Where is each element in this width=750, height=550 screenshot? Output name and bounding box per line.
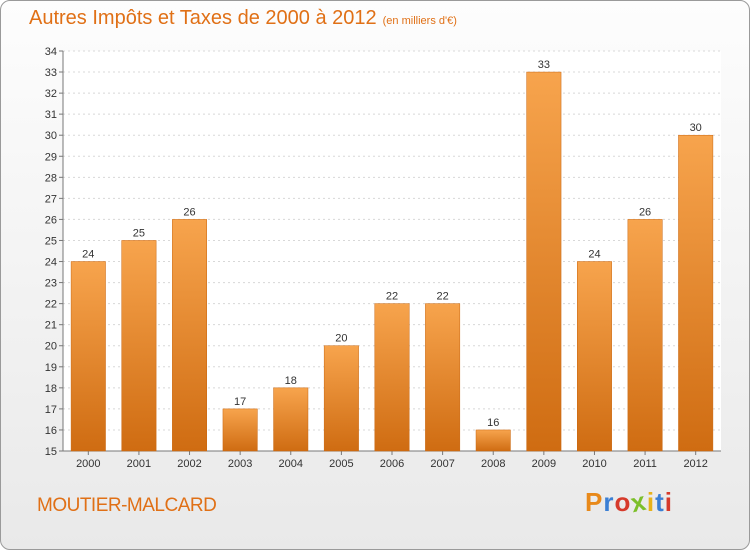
y-tick-label: 31 — [45, 109, 57, 121]
x-tick-label-2001: 2001 — [127, 458, 151, 470]
data-label-2000: 24 — [82, 249, 94, 261]
bars — [70, 71, 714, 452]
data-label-2012: 30 — [690, 122, 702, 134]
bar-2005 — [323, 345, 359, 452]
logo-letter: t — [655, 487, 665, 517]
logo-letter: i — [664, 487, 673, 517]
logo-letter: P — [585, 487, 604, 517]
x-tick-label-2009: 2009 — [532, 458, 556, 470]
y-tick-label: 34 — [45, 46, 57, 58]
x-tick-label-2010: 2010 — [582, 458, 606, 470]
y-tick-label: 33 — [45, 67, 57, 79]
y-tick-label: 21 — [45, 320, 57, 332]
x-tick-label-2004: 2004 — [279, 458, 303, 470]
y-tick-label: 24 — [45, 257, 57, 269]
data-label-2007: 22 — [436, 291, 448, 303]
y-tick-label: 17 — [45, 404, 57, 416]
data-label-2010: 24 — [588, 249, 600, 261]
bar-2007 — [425, 303, 461, 452]
y-tick-label: 29 — [45, 151, 57, 163]
logo-letter: r — [603, 487, 615, 517]
data-label-2008: 16 — [487, 417, 499, 429]
y-tick-label: 26 — [45, 214, 57, 226]
bar-2008 — [475, 429, 511, 452]
data-label-2009: 33 — [538, 59, 550, 71]
x-tick-label-2003: 2003 — [228, 458, 252, 470]
y-tick-label: 30 — [45, 130, 57, 142]
x-tick-label-2002: 2002 — [177, 458, 201, 470]
data-label-2004: 18 — [285, 375, 297, 387]
data-label-2011: 26 — [639, 206, 651, 218]
x-tick-label-2000: 2000 — [76, 458, 100, 470]
y-tick-label: 27 — [45, 193, 57, 205]
data-label-2005: 20 — [335, 333, 347, 345]
x-tick-label-2008: 2008 — [481, 458, 505, 470]
y-tick-label: 15 — [45, 446, 57, 458]
x-tick-label-2005: 2005 — [329, 458, 353, 470]
logo-letter: o — [614, 487, 632, 517]
bar-2001 — [121, 240, 157, 452]
y-tick-label: 18 — [45, 383, 57, 395]
chart-title-text: Autres Impôts et Taxes de 2000 à 2012 — [29, 7, 377, 29]
data-label-2002: 26 — [183, 206, 195, 218]
bar-2002 — [172, 219, 207, 452]
bar-2000 — [70, 261, 106, 452]
data-label-2003: 17 — [234, 396, 246, 408]
logo-letter: i — [646, 487, 656, 517]
y-tick-label: 32 — [45, 88, 57, 100]
bar-2011 — [627, 219, 663, 452]
y-tick-label: 23 — [45, 278, 57, 290]
x-tick-label-2011: 2011 — [633, 458, 657, 470]
bar-2004 — [273, 387, 309, 452]
y-tick-label: 28 — [45, 172, 57, 184]
bar-2010 — [577, 261, 612, 452]
x-tick-label-2012: 2012 — [683, 458, 707, 470]
bar-2012 — [678, 134, 714, 452]
data-label-2001: 25 — [133, 227, 145, 239]
data-label-2006: 22 — [386, 291, 398, 303]
y-tick-label: 19 — [45, 362, 57, 374]
y-tick-label: 25 — [45, 235, 57, 247]
chart-title: Autres Impôts et Taxes de 2000 à 2012 (en… — [29, 7, 457, 30]
y-tick-label: 16 — [45, 425, 57, 437]
labels: 24 2000 25 2001 26 2002 17 2003 18 2004 20 2005 22 20… — [76, 59, 708, 470]
bar-2009 — [526, 71, 562, 452]
chart-unit: (en milliers d'€) — [382, 15, 457, 27]
bar-2003 — [222, 408, 258, 452]
x-tick-label-2007: 2007 — [430, 458, 454, 470]
y-tick-label: 20 — [45, 341, 57, 353]
y-tick-label: 22 — [45, 299, 57, 311]
bar-2006 — [374, 303, 410, 452]
town-name: MOUTIER-MALCARD — [37, 495, 217, 516]
x-tick-label-2006: 2006 — [380, 458, 404, 470]
proxiti-logo[interactable]: Proxiti — [585, 486, 673, 519]
